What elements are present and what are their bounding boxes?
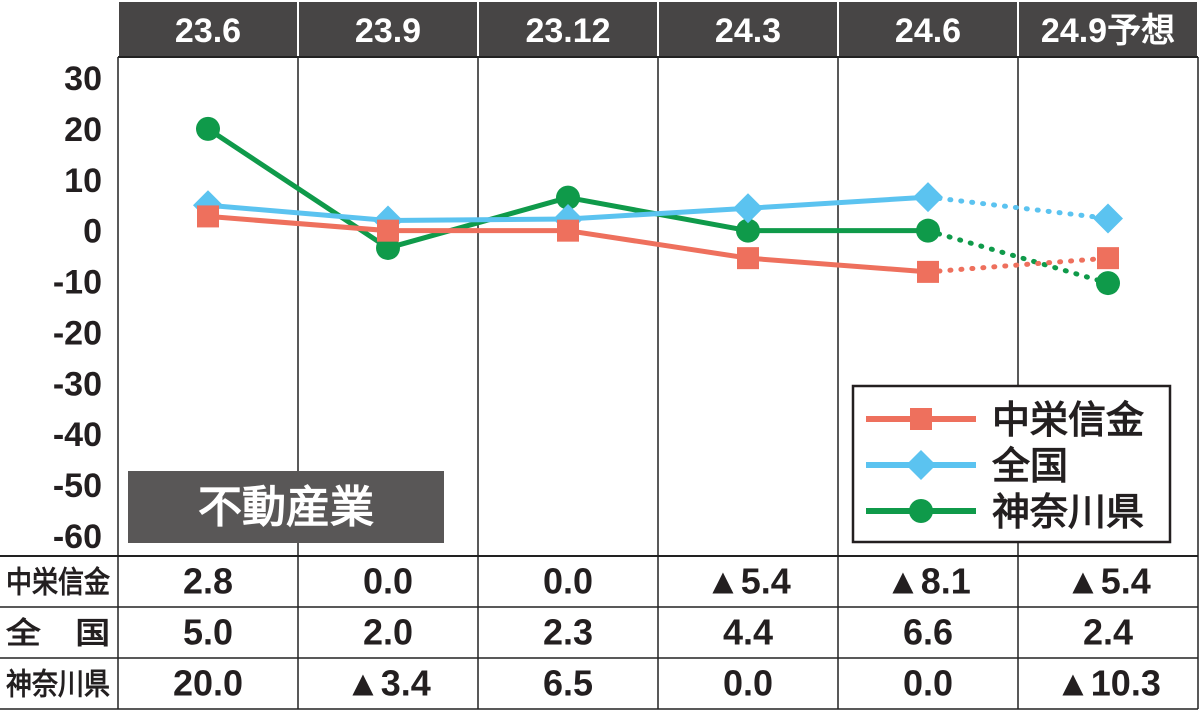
data-label: 5.0 [183, 612, 233, 653]
header-cell [119, 2, 297, 57]
header-cell [1019, 2, 1197, 57]
table-row-label: 全 国 [5, 617, 110, 651]
series-line-segment [385, 216, 571, 223]
series-line-segment [745, 255, 931, 275]
data-label: ▲3.4 [345, 663, 431, 704]
data-point [556, 185, 580, 210]
header-cell [299, 2, 477, 57]
x-tick-label: 24.9予想 [1041, 12, 1175, 50]
x-tick-label: 24.6 [895, 12, 961, 50]
data-label: 2.3 [543, 612, 593, 653]
table-row-label: 中栄信金 [6, 566, 111, 600]
data-label: ▲10.3 [1055, 663, 1161, 704]
y-tick-label: 30 [64, 60, 102, 98]
legend-label: 全国 [991, 445, 1068, 488]
forecast-line-segment [925, 194, 1111, 221]
legend-marker [906, 450, 936, 480]
data-label: 2.4 [1083, 612, 1133, 653]
y-tick-label: 10 [64, 162, 102, 200]
data-point [737, 247, 759, 270]
data-point [1093, 203, 1123, 234]
data-label: 6.6 [903, 612, 953, 653]
data-label: 0.0 [363, 561, 413, 602]
header-cell [839, 2, 1017, 57]
series-0 [205, 213, 1111, 275]
data-label: 2.0 [363, 612, 413, 653]
data-label: 4.4 [723, 612, 773, 653]
x-tick-label: 23.12 [525, 12, 610, 50]
series-line-segment [565, 205, 751, 222]
data-label: ▲8.1 [885, 561, 971, 602]
y-tick-label: -40 [53, 416, 102, 454]
data-label: ▲5.4 [1065, 561, 1151, 602]
data-point [736, 218, 760, 243]
data-point [377, 219, 399, 242]
data-point [1096, 271, 1120, 296]
data-label: 20.0 [173, 663, 243, 704]
series-1 [205, 194, 1111, 223]
data-point [1097, 247, 1119, 270]
y-tick-label: -20 [53, 314, 102, 352]
panel-label: 不動産業 [198, 483, 374, 532]
panel-label-box [128, 471, 444, 543]
data-point [916, 218, 940, 243]
header-cell [479, 2, 657, 57]
data-point [196, 116, 220, 141]
data-point [733, 193, 763, 224]
data-point [376, 235, 400, 260]
legend-marker [909, 499, 933, 523]
series-line-segment [745, 194, 931, 211]
y-tick-label: -30 [53, 365, 102, 403]
data-point [917, 260, 939, 283]
series-line-segment [565, 228, 751, 261]
y-tick-label: -10 [53, 264, 102, 302]
data-point [197, 205, 219, 228]
header-cell [659, 2, 837, 57]
y-tick-label: -60 [53, 518, 102, 556]
forecast-line-segment [925, 228, 1111, 286]
series-2 [205, 126, 1111, 286]
x-tick-label: 23.9 [355, 12, 421, 50]
data-label: 0.0 [543, 561, 593, 602]
legend-label: 中栄信金 [992, 399, 1145, 442]
series-line-segment [205, 202, 391, 223]
data-label: 0.0 [723, 663, 773, 704]
y-tick-label: 0 [83, 213, 102, 251]
table-row-label: 神奈川県 [6, 669, 110, 702]
x-tick-label: 23.6 [175, 12, 241, 50]
data-label: ▲5.4 [705, 561, 791, 602]
data-label: 0.0 [903, 663, 953, 704]
legend-marker [910, 408, 932, 430]
y-tick-label: 20 [64, 111, 102, 149]
data-label: 2.8 [183, 561, 233, 602]
series-line-segment [385, 195, 571, 251]
forecast-line-segment [925, 255, 1111, 275]
legend-label: 神奈川県 [992, 492, 1144, 534]
series-line-segment [205, 213, 391, 234]
data-label: 6.5 [543, 663, 593, 704]
data-point [913, 182, 943, 213]
data-point [557, 219, 579, 242]
y-tick-label: -50 [53, 467, 102, 505]
x-tick-label: 24.3 [715, 12, 781, 50]
